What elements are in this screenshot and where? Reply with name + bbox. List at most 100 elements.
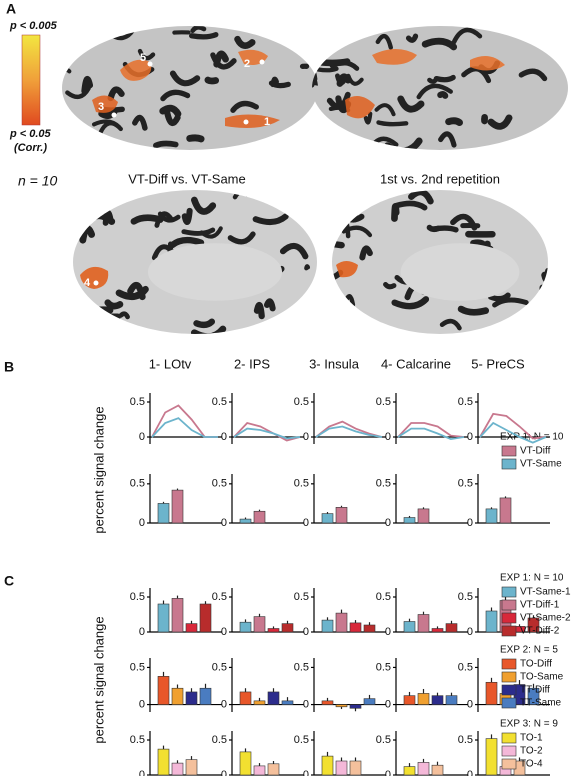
y-tick-label: 0 [303,626,309,638]
sulcus [97,121,123,137]
sulcus [213,50,229,68]
sulcus [157,211,181,223]
bar [335,704,348,708]
sulcus [154,211,175,228]
bar [321,513,334,524]
legend-swatch [501,458,517,470]
sulcus [431,225,459,233]
bar [431,628,444,633]
line [479,412,547,440]
sulcus [306,135,318,147]
medial-wall [400,243,520,301]
bar [157,676,170,705]
y-tick-label: 0 [221,698,227,710]
y-tick-label: 0 [303,517,309,529]
sulcus [541,267,548,283]
y-tick-label: 0.5 [130,734,145,746]
panel-label: A [6,1,16,17]
bar [403,517,416,524]
roi-markers: 5 2 3 1 4 [84,52,270,289]
sulcus [393,200,428,211]
y-tick-label: 0.5 [212,396,227,408]
sulcus [62,30,86,39]
y-tick-label: 0.5 [294,396,309,408]
bar [321,619,334,633]
bar [417,693,430,705]
sulcus [438,131,457,148]
legend-swatch [501,697,517,709]
y-tick-label: 0 [139,431,145,443]
sulcus [164,109,181,126]
y-tick-label: 0 [303,698,309,710]
bar [485,738,498,776]
sulcus [487,292,511,302]
bar [239,621,252,633]
y-tick-label: 0 [467,769,473,776]
sulcus [227,231,256,245]
bar [185,691,198,705]
sulcus [190,325,227,334]
sulcus [270,76,279,88]
sulcus [190,26,207,34]
panel-label: B [4,359,14,375]
sulcus [445,117,463,127]
y-tick-label: 0.5 [130,478,145,490]
sulcus [391,296,430,310]
bar [445,695,458,705]
roi-number: 2 [244,58,250,70]
y-tick-label: 0.5 [458,591,473,603]
medial-wall [147,243,283,301]
bar [403,695,416,705]
line [233,421,301,442]
sulcus [181,227,216,236]
legend-label: VT-Same [520,459,562,470]
sulcus [427,76,439,84]
line [397,427,465,441]
bar [417,508,430,524]
sulcus [341,225,373,238]
sulcus [408,190,434,205]
sulcus [169,70,201,87]
sulcus [518,68,548,82]
sulcus [107,86,125,102]
sulcus [332,240,345,250]
bar [171,762,184,776]
bar [403,766,416,776]
chart-title: 3- Insula [309,356,360,371]
legend-label: VT-Same-1 [520,587,571,598]
y-tick-label: 0.5 [458,396,473,408]
bar [171,598,184,633]
sulcus [487,114,513,130]
legend-swatch [501,445,517,457]
bar [335,507,348,524]
sulcus [80,212,88,225]
y-tick-label: 0.5 [294,734,309,746]
sulcus [168,236,205,249]
bar [281,700,294,705]
bar [431,764,444,776]
line [479,421,547,444]
y-tick-label: 0 [221,517,227,529]
y-tick-label: 0 [385,626,391,638]
roi-number: 4 [84,277,91,289]
bar [485,681,498,705]
bar [417,762,430,776]
bar [185,623,198,633]
sulcus [230,100,259,113]
color-bar [21,34,41,126]
y-tick-label: 0.5 [458,661,473,673]
sulcus [514,190,525,195]
sulcus [439,318,462,331]
y-axis-label: percent signal change [91,406,106,533]
bar [321,755,334,776]
legend-label: TT-Diff [520,685,550,696]
sulcus [375,33,393,50]
sulcus [263,298,276,312]
bar [363,624,376,633]
y-tick-label: 0 [385,769,391,776]
legend-label: TT-Same [520,698,562,709]
legend-swatch [501,684,517,696]
sulcus [153,140,179,149]
bar [403,621,416,633]
sulcus [279,242,309,260]
